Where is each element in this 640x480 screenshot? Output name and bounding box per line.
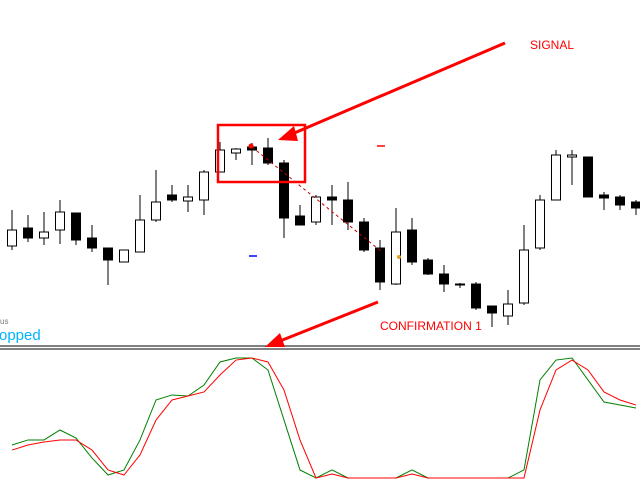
candle-body — [183, 196, 193, 202]
candle-body — [327, 196, 337, 201]
candle-body — [503, 303, 513, 317]
candle-body — [407, 229, 417, 263]
candle-body — [343, 199, 353, 223]
arrowhead — [265, 333, 285, 347]
candle-body — [535, 199, 545, 249]
candle-body — [39, 231, 49, 239]
signal-dot — [397, 255, 401, 259]
candle-body — [423, 259, 433, 275]
candle-body — [295, 215, 305, 226]
candle-body — [583, 156, 593, 198]
annotation-label: SIGNAL — [530, 38, 574, 52]
candle-body — [455, 283, 465, 286]
candle-body — [631, 201, 640, 209]
candle-body — [615, 196, 625, 206]
candle-body — [551, 154, 561, 201]
annotation-label: CONFIRMATION 1 — [380, 319, 482, 333]
signal-trend-line — [251, 146, 383, 253]
arrow — [291, 41, 506, 136]
candle-body — [55, 211, 65, 231]
candle-body — [375, 247, 385, 283]
candle-body — [151, 201, 161, 221]
oscillator-panel — [11, 357, 637, 479]
candle-body — [599, 194, 609, 199]
status-text: us — [0, 317, 8, 326]
candle-body — [311, 196, 321, 223]
candle-body — [135, 219, 145, 253]
arrowhead — [278, 126, 298, 141]
candle-body — [567, 154, 577, 158]
candle-body — [199, 171, 209, 201]
candle-body — [103, 247, 113, 261]
status-text: opped — [0, 327, 41, 344]
price-panel — [7, 138, 640, 327]
candle-body — [439, 273, 449, 285]
candle-body — [119, 249, 129, 263]
signal-box — [216, 123, 307, 184]
candle-body — [359, 221, 369, 251]
candle-body — [231, 148, 241, 154]
candle-body — [7, 229, 17, 247]
candle-body — [519, 249, 529, 304]
candle-body — [71, 212, 81, 241]
arrow — [279, 300, 379, 343]
candle-body — [471, 283, 481, 309]
annotation-layer: SIGNAL CONFIRMATION 1 us opped — [0, 38, 574, 347]
candle-body — [167, 194, 177, 201]
oscillator-line — [11, 357, 637, 479]
candle-body — [87, 237, 97, 249]
signal-dot — [248, 143, 254, 149]
candle-body — [23, 227, 33, 239]
candle-body — [279, 162, 289, 219]
candle-body — [487, 305, 497, 314]
candle-body — [263, 147, 273, 164]
candle-body — [215, 149, 225, 173]
